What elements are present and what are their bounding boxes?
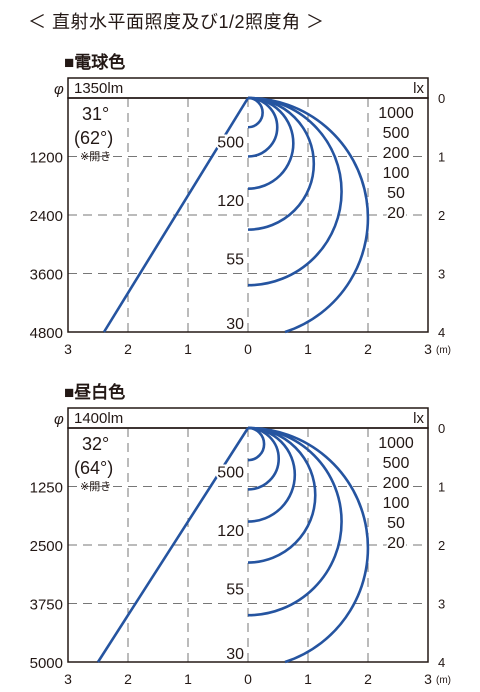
isolux-curve-100 xyxy=(247,96,316,231)
center-illuminance-label: 30 xyxy=(226,316,244,333)
isolux-curve-200 xyxy=(247,426,297,523)
x-unit-label: (m) xyxy=(436,345,451,356)
isolux-value-label: 1000 xyxy=(378,435,414,452)
isolux-value-label: 50 xyxy=(387,515,405,532)
x-tick-label: 2 xyxy=(364,341,372,357)
x-tick-label: 3 xyxy=(64,341,72,357)
isolux-value-label: 50 xyxy=(387,185,405,202)
y-tick-left: 2500 xyxy=(30,538,63,555)
y-tick-right: 2 xyxy=(438,208,445,223)
y-tick-right: 3 xyxy=(438,267,445,282)
center-illuminance-label: 500 xyxy=(217,135,244,152)
isolux-value-label: 20 xyxy=(387,535,405,552)
isolux-curve-100 xyxy=(247,426,317,564)
isolux-curve-20 xyxy=(247,96,370,334)
page-title: ＜ 直射水平面照度及び1/2照度角 ＞ xyxy=(28,12,325,32)
x-tick-label: 2 xyxy=(124,341,132,357)
isolux-curve-50 xyxy=(247,426,343,617)
phi-symbol: φ xyxy=(54,411,64,428)
center-illuminance-label: 55 xyxy=(226,252,244,269)
phi-symbol: φ xyxy=(54,81,64,98)
illuminance-chart-neutral: φ 1400lm lx3 2 1 0 1 2 3 (m)012341250250037505000… xyxy=(30,407,451,687)
open-angle-note: ※開き xyxy=(80,150,111,163)
beam-angle-line xyxy=(96,427,250,663)
x-tick-label: 3 xyxy=(424,341,432,357)
full-angle-value: (62°) xyxy=(74,128,113,148)
isolux-value-label: 20 xyxy=(387,205,405,222)
isolux-value-label: 1000 xyxy=(378,105,414,122)
y-tick-right: 3 xyxy=(438,597,445,612)
center-illuminance-label: 55 xyxy=(226,582,244,599)
x-tick-label: 1 xyxy=(184,671,192,687)
y-tick-left: 3600 xyxy=(30,267,63,284)
chart-title-warm: ■電球色 xyxy=(64,53,126,72)
x-tick-label: 1 xyxy=(304,671,312,687)
beam-angle-line xyxy=(102,97,250,333)
y-tick-right: 0 xyxy=(438,421,445,436)
lux-unit-label: lx xyxy=(413,410,424,427)
isolux-curve-1000 xyxy=(247,426,266,462)
lumen-label: 1350lm xyxy=(74,80,123,97)
lux-unit-label: lx xyxy=(413,80,424,97)
y-tick-left: 1200 xyxy=(30,150,63,167)
isolux-value-label: 200 xyxy=(383,475,410,492)
isolux-value-label: 100 xyxy=(383,495,410,512)
center-illuminance-label: 30 xyxy=(226,646,244,663)
x-unit-label: (m) xyxy=(436,675,451,686)
y-tick-left: 3750 xyxy=(30,597,63,614)
y-tick-right: 4 xyxy=(438,655,445,670)
x-tick-label: 1 xyxy=(304,341,312,357)
isolux-value-label: 100 xyxy=(383,165,410,182)
y-tick-right: 1 xyxy=(438,150,445,165)
isolux-curve-1000 xyxy=(247,96,264,129)
y-tick-right: 2 xyxy=(438,538,445,553)
half-angle-value: 31° xyxy=(82,104,109,124)
y-tick-left: 5000 xyxy=(30,655,63,672)
center-illuminance-label: 120 xyxy=(217,523,244,540)
isolux-value-label: 500 xyxy=(383,455,410,472)
x-tick-label: 0 xyxy=(244,671,252,687)
y-tick-right: 4 xyxy=(438,325,445,340)
isolux-curve-50 xyxy=(247,96,343,287)
full-angle-value: (64°) xyxy=(74,458,113,478)
x-tick-label: 2 xyxy=(364,671,372,687)
x-tick-label: 0 xyxy=(244,341,252,357)
isolux-curve-20 xyxy=(247,426,370,664)
open-angle-note: ※開き xyxy=(80,480,111,493)
center-illuminance-label: 500 xyxy=(217,465,244,482)
y-tick-right: 0 xyxy=(438,91,445,106)
center-illuminance-label: 120 xyxy=(217,193,244,210)
y-tick-left: 4800 xyxy=(30,325,63,342)
y-tick-left: 1250 xyxy=(30,480,63,497)
x-tick-label: 3 xyxy=(64,671,72,687)
isolux-value-label: 500 xyxy=(383,125,410,142)
illuminance-chart-warm: φ 1350lm lx3 2 1 0 1 2 3 (m)012341200240036004800… xyxy=(30,77,451,357)
isolux-value-label: 200 xyxy=(383,145,410,162)
x-tick-label: 2 xyxy=(124,671,132,687)
lumen-label: 1400lm xyxy=(74,410,123,427)
y-tick-left: 2400 xyxy=(30,208,63,225)
x-tick-label: 3 xyxy=(424,671,432,687)
x-tick-label: 1 xyxy=(184,341,192,357)
y-tick-right: 1 xyxy=(438,480,445,495)
chart-title-neutral: ■昼白色 xyxy=(64,383,126,402)
isolux-curve-200 xyxy=(247,96,295,190)
half-angle-value: 32° xyxy=(82,434,109,454)
